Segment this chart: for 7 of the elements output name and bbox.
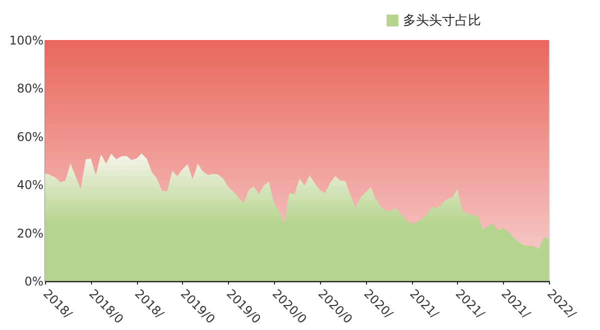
y-tick-label: 0% <box>24 274 44 288</box>
y-tick-label: 40% <box>16 178 44 192</box>
y-tick-label: 100% <box>9 34 44 48</box>
legend-label: 多头头寸占比 <box>403 14 481 28</box>
y-tick-label: 80% <box>16 82 44 96</box>
y-tick-label: 20% <box>16 226 44 240</box>
y-tick-label: 60% <box>16 130 44 144</box>
